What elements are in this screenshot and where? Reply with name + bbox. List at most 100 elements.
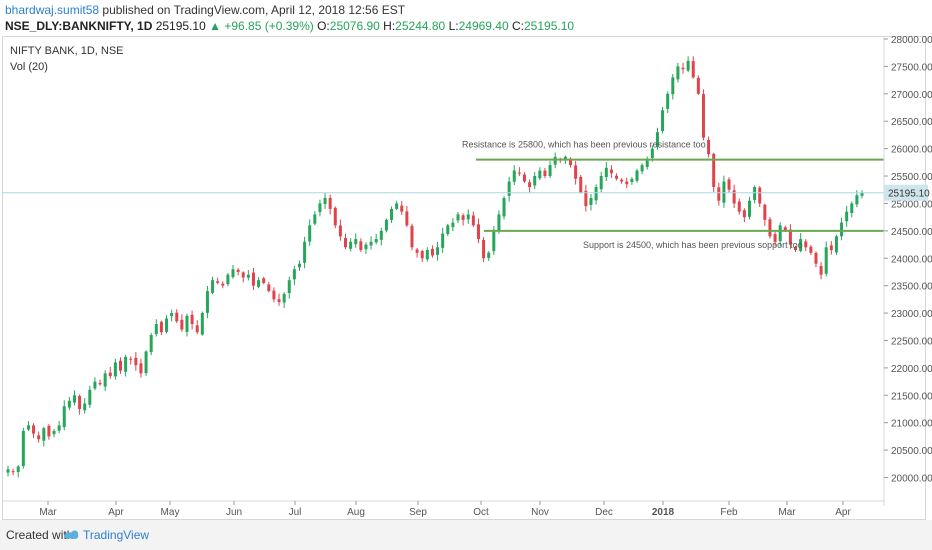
horizontal-lines: Resistance is 25800, which has been prev… [2,140,884,250]
price-chart[interactable]: Resistance is 25800, which has been prev… [0,36,932,520]
candle-body [722,181,726,203]
candle-body [834,236,838,253]
candle-body [543,170,547,177]
author-link[interactable]: bhardwaj.sumit58 [5,3,100,17]
candle-body [599,176,603,190]
candle-body [246,274,250,278]
support-annotation: Support is 24500, which has been previou… [583,240,803,250]
candle-body [753,186,757,201]
symbol-label: NSE_DLY:BANKNIFTY, 1D [5,19,153,33]
candle-body [344,238,348,248]
candle-body [569,158,573,166]
candle-body [21,430,25,467]
candle-body [425,250,429,260]
candle-body [52,430,56,435]
price-axis: 20000.00 20500.00 21000.00 21500.00 22000.00… [883,36,932,506]
candle-body [819,266,823,275]
candle-body [241,272,245,278]
y-tick-label: 27500.00 [891,62,932,73]
candle-body [850,203,854,213]
candle-body [517,172,521,174]
candle-body [149,334,153,353]
candle-body [354,239,358,245]
candle-body [395,203,399,209]
candle-body [701,94,705,138]
candle-body [292,269,296,280]
candle-body [185,315,189,332]
x-tick-label: Mar [39,507,57,518]
candle-body [318,203,322,213]
candle-body [282,293,286,303]
y-tick-label: 20000.00 [891,474,932,485]
candle-body [732,190,736,204]
candle-body [840,222,844,237]
chart-frame [2,36,926,520]
x-tick-label: Mar [778,507,796,518]
candle-body [522,174,526,182]
candle-body [538,170,542,179]
tradingview-brand-link[interactable]: TradingView [83,528,150,542]
candle-body [98,382,102,385]
candle-body [405,211,409,226]
candle-body [180,319,184,330]
candle-body [103,373,107,387]
candle-body [170,313,174,317]
candle-body [645,159,649,168]
candle-body [758,187,762,204]
candle-body [579,176,583,193]
low-label: L: [448,19,459,33]
candle-body [512,170,516,182]
candle-body [83,403,87,411]
tradingview-logo-icon [64,530,79,539]
candle-body [267,284,271,292]
candle-body [441,233,445,248]
candle-body [763,204,767,220]
candle-body [349,241,353,249]
candle-body [119,360,123,371]
candle-body [113,362,117,377]
candle-body [681,67,685,70]
candle-body [533,176,537,186]
candle-body [461,215,465,220]
candle-body [604,167,608,178]
candle-body [195,325,199,333]
candle-body [661,110,665,131]
candle-body [860,192,864,196]
candle-body [420,251,424,259]
candle-body [553,156,557,165]
last-price-tag-label: 25195.10 [888,189,930,200]
x-tick-label: Apr [108,507,124,518]
candle-body [57,425,61,431]
candle-body [456,214,460,221]
candle-body [574,165,578,179]
x-tick-label: Feb [720,507,738,518]
candle-body [231,269,235,278]
candle-body [159,321,163,333]
candle-body [390,208,394,220]
open-value: 25076.90 [329,19,380,33]
candle-body [717,187,721,201]
x-tick-label: May [161,507,180,518]
footer-bar: Created with TradingView [0,520,932,550]
candle-body [139,363,143,374]
candle-body [338,225,342,237]
candle-body [303,241,307,263]
high-value: 25244.80 [395,19,446,33]
candle-body [277,299,281,303]
candle-body [32,425,36,434]
candle-body [251,272,255,286]
y-tick-label: 22000.00 [891,364,932,375]
publish-line: bhardwaj.sumit58 published on TradingVie… [5,3,405,17]
candle-body [308,225,312,242]
x-tick-label: Dec [595,507,613,518]
candle-body [589,197,593,205]
y-tick-label: 21000.00 [891,419,932,430]
candle-body [778,225,782,242]
x-tick-label: Oct [473,507,489,518]
candle-body [190,314,194,325]
candle-body [630,178,634,183]
close-value: 25195.10 [524,19,575,33]
candle-body [6,469,10,473]
candle-body [16,466,20,472]
candle-body [93,381,97,389]
